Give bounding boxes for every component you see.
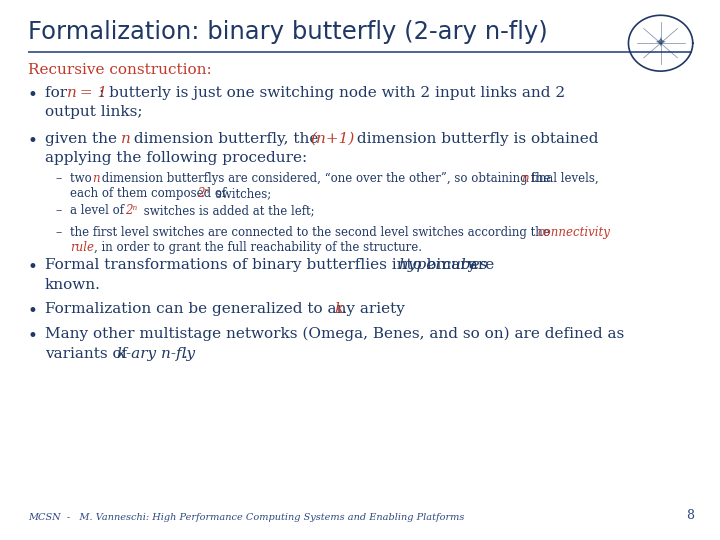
Text: •: • (28, 86, 38, 104)
Text: Many other multistage networks (Omega, Benes, and so on) are defined as: Many other multistage networks (Omega, B… (45, 327, 624, 341)
Text: switches is added at the left;: switches is added at the left; (140, 204, 315, 217)
Text: each of them composed of: each of them composed of (70, 187, 230, 200)
Text: given the: given the (45, 132, 122, 146)
Text: Recursive construction:: Recursive construction: (28, 63, 212, 77)
Text: , in order to grant the full reachability of the structure.: , in order to grant the full reachabilit… (94, 241, 422, 254)
Text: dimension butterfly, the: dimension butterfly, the (129, 132, 323, 146)
Text: a level of: a level of (70, 204, 127, 217)
Text: dimension butterfly is obtained: dimension butterfly is obtained (352, 132, 598, 146)
Text: hypercubes: hypercubes (398, 258, 487, 272)
Text: 8: 8 (686, 509, 694, 522)
Text: dimension butterflys are considered, “one over the other”, so obtaining the: dimension butterflys are considered, “on… (98, 172, 554, 185)
Text: applying the following procedure:: applying the following procedure: (45, 151, 307, 165)
Text: •: • (28, 327, 38, 345)
Text: Formalization: binary butterfly (2-ary n-fly): Formalization: binary butterfly (2-ary n… (28, 20, 548, 44)
Text: connectivity: connectivity (537, 226, 610, 239)
Text: –: – (55, 226, 61, 239)
Text: n: n (121, 132, 131, 146)
Text: k: k (334, 302, 343, 316)
Text: known.: known. (45, 278, 101, 292)
Text: = 1: = 1 (75, 86, 107, 100)
Text: MCSN  -   M. Vanneschi: High Performance Computing Systems and Enabling Platform: MCSN - M. Vanneschi: High Performance Co… (28, 513, 464, 522)
Text: two: two (70, 172, 96, 185)
Text: –: – (55, 172, 61, 185)
Text: output links;: output links; (45, 105, 143, 119)
Text: 2ⁿ: 2ⁿ (125, 204, 138, 217)
Text: (n+1): (n+1) (310, 132, 354, 146)
Text: .: . (342, 302, 347, 316)
Text: the first level switches are connected to the second level switches according th: the first level switches are connected t… (70, 226, 554, 239)
Text: for: for (45, 86, 72, 100)
Text: .: . (183, 347, 188, 361)
Text: 2ⁿ: 2ⁿ (197, 187, 210, 200)
Text: n: n (92, 172, 99, 185)
Text: ✦: ✦ (654, 36, 667, 50)
Text: are: are (464, 258, 494, 272)
Text: •: • (28, 258, 38, 276)
Text: n: n (521, 172, 528, 185)
Text: switches;: switches; (212, 187, 271, 200)
Text: rule: rule (70, 241, 94, 254)
Text: k-ary n-fly: k-ary n-fly (117, 347, 195, 361)
Text: final levels,: final levels, (527, 172, 598, 185)
Text: Formal transformations of binary butterflies into binary: Formal transformations of binary butterf… (45, 258, 481, 272)
Text: –: – (55, 204, 61, 217)
Text: •: • (28, 302, 38, 320)
Text: Formalization can be generalized to any ariety: Formalization can be generalized to any … (45, 302, 410, 316)
Text: : butterly is just one switching node with 2 input links and 2: : butterly is just one switching node wi… (99, 86, 565, 100)
Text: variants of: variants of (45, 347, 132, 361)
Text: •: • (28, 132, 38, 150)
Text: n: n (67, 86, 77, 100)
